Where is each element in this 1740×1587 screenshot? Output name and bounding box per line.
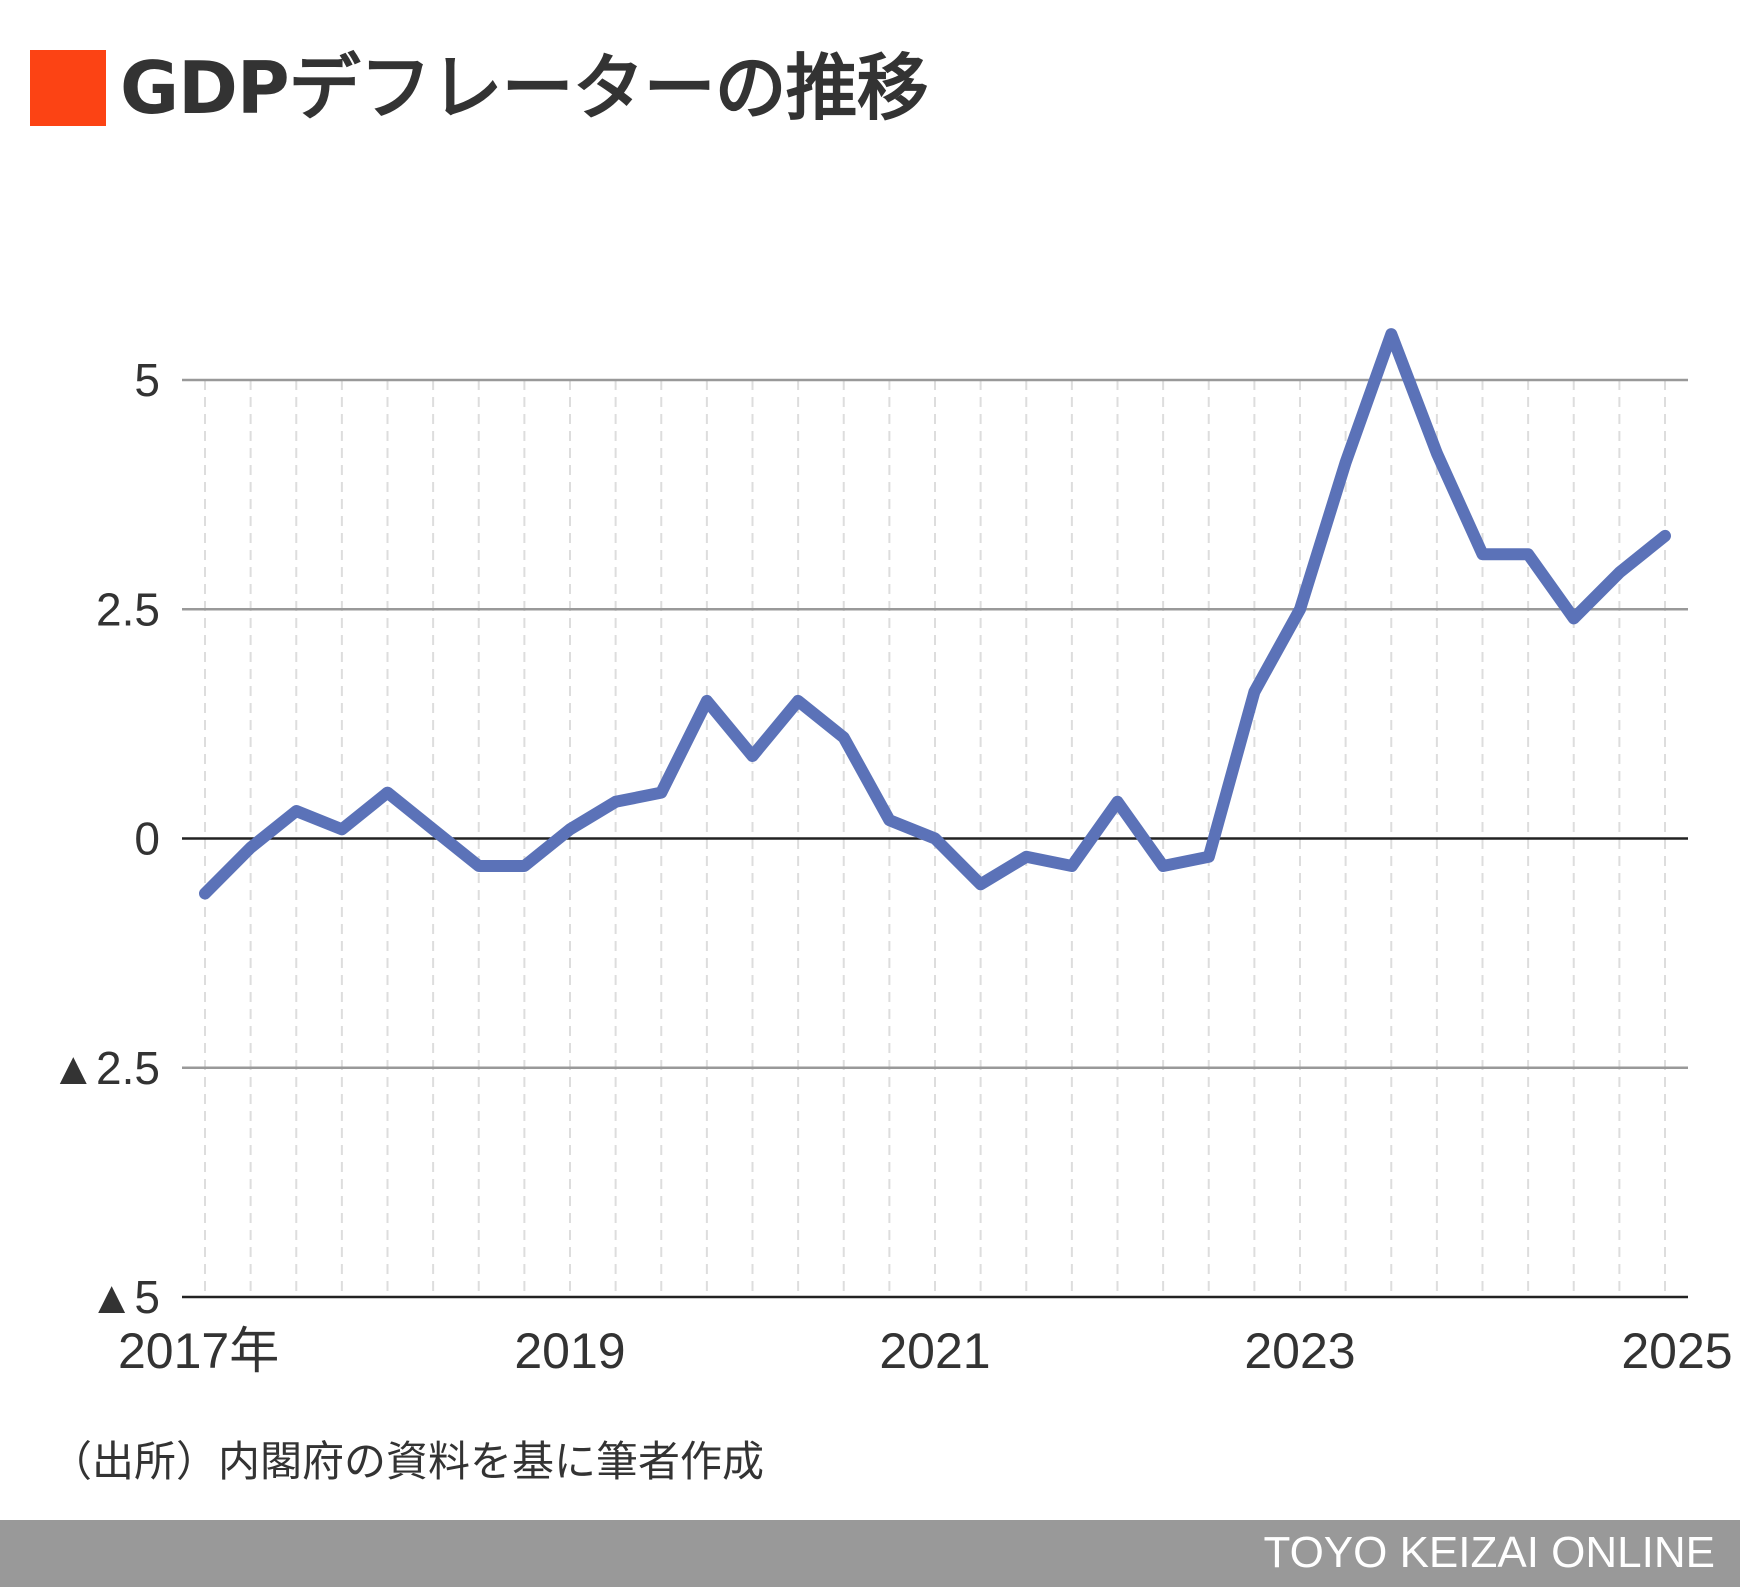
data-point (1248, 686, 1260, 698)
chart-title: GDPデフレーターの推移 (120, 46, 929, 130)
data-point (655, 787, 667, 799)
data-point (1294, 603, 1306, 615)
series-group (199, 328, 1671, 900)
data-point (518, 860, 530, 872)
data-point (290, 805, 302, 817)
data-point (427, 823, 439, 835)
data-point (1613, 567, 1625, 579)
title-marker (30, 50, 106, 126)
data-point (564, 823, 576, 835)
data-point (199, 888, 211, 900)
y-tick-label: 5 (134, 354, 160, 406)
source-note: （出所）内閣府の資料を基に筆者作成 (50, 1437, 765, 1486)
data-point (1477, 548, 1489, 560)
x-tick-label: 2025 (1621, 1323, 1732, 1379)
data-point (975, 878, 987, 890)
data-point (382, 787, 394, 799)
series-line (199, 328, 1671, 900)
data-point (1659, 530, 1671, 542)
data-point (1568, 612, 1580, 624)
x-tick-label: 2023 (1244, 1323, 1355, 1379)
data-point (701, 695, 713, 707)
data-point (883, 814, 895, 826)
y-tick-label: 0 (134, 813, 160, 865)
data-point (1066, 860, 1078, 872)
data-point (1203, 851, 1215, 863)
data-point (1522, 548, 1534, 560)
data-point (792, 695, 804, 707)
data-point (929, 833, 941, 845)
x-tick-label: 2021 (879, 1323, 990, 1379)
data-point (336, 823, 348, 835)
data-point (1157, 860, 1169, 872)
data-point (1020, 851, 1032, 863)
data-point (1112, 796, 1124, 808)
data-point (245, 842, 257, 854)
y-tick-label: ▲2.5 (51, 1042, 160, 1094)
y-tick-label: 2.5 (96, 583, 160, 635)
footer-brand: TOYO KEIZAI ONLINE (1263, 1528, 1715, 1577)
data-point (610, 796, 622, 808)
y-tick-label: ▲5 (89, 1271, 160, 1323)
data-point (1431, 447, 1443, 459)
data-point (1385, 328, 1397, 340)
data-point (473, 860, 485, 872)
data-point (838, 732, 850, 744)
x-tick-label: 2017年 (118, 1323, 279, 1379)
line-chart: 5 2.5 0 ▲2.5 ▲5 2017年 2019 2021 2023 2025 (51, 328, 1733, 1379)
y-axis-ticks: 5 2.5 0 ▲2.5 ▲5 (51, 354, 160, 1323)
data-point (1340, 457, 1352, 469)
x-tick-label: 2019 (514, 1323, 625, 1379)
data-point (747, 750, 759, 762)
x-axis-ticks: 2017年 2019 2021 2023 2025 (118, 1323, 1733, 1379)
footer-bar: TOYO KEIZAI ONLINE (0, 1520, 1740, 1587)
